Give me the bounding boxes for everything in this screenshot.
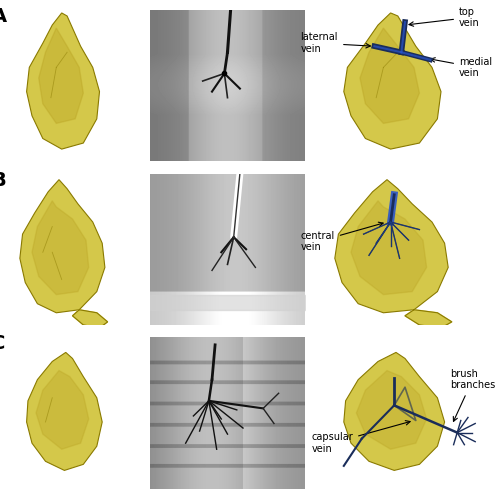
Polygon shape — [72, 310, 108, 328]
Text: top
vein: top vein — [409, 6, 480, 28]
Polygon shape — [32, 201, 88, 295]
Text: A: A — [0, 7, 6, 26]
Text: laternal
vein: laternal vein — [300, 32, 370, 54]
Polygon shape — [36, 371, 88, 449]
Polygon shape — [360, 28, 420, 124]
Polygon shape — [26, 13, 100, 149]
Text: medial
vein: medial vein — [430, 57, 492, 78]
Polygon shape — [39, 28, 84, 124]
Text: C: C — [0, 334, 6, 353]
Text: capsular
vein: capsular vein — [312, 421, 410, 454]
Polygon shape — [344, 352, 444, 470]
Polygon shape — [335, 180, 448, 313]
Text: brush
branches: brush branches — [450, 369, 495, 422]
Polygon shape — [26, 352, 102, 470]
Text: central
vein: central vein — [300, 222, 383, 252]
Text: B: B — [0, 171, 6, 189]
Polygon shape — [344, 13, 441, 149]
Polygon shape — [351, 201, 426, 295]
Polygon shape — [405, 310, 452, 328]
Polygon shape — [20, 180, 105, 313]
Polygon shape — [356, 371, 426, 449]
